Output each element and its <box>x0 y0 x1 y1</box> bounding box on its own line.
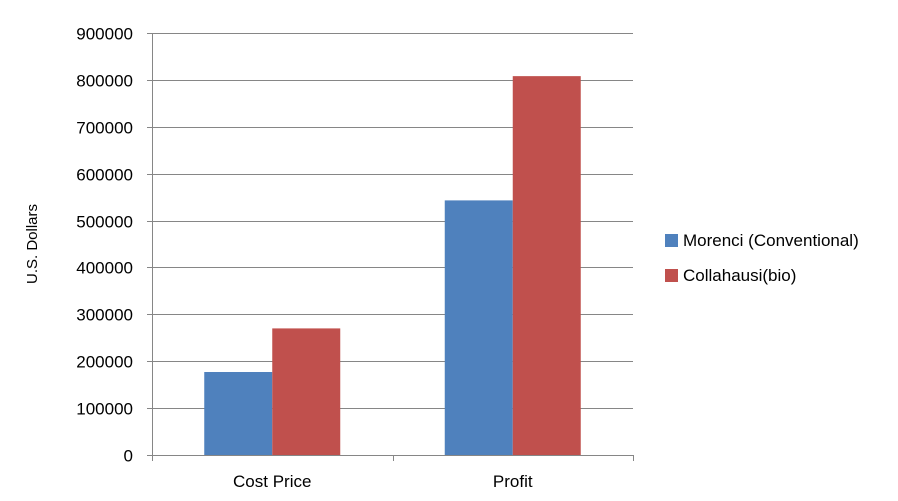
bar-cost-price-series-2 <box>272 328 341 455</box>
y-tick-label: 0 <box>124 447 133 466</box>
bar-cost-price-series-1 <box>204 372 273 455</box>
y-tick-label: 800000 <box>76 72 133 91</box>
y-tick-labels: 0 100000 200000 300000 400000 500000 600000 700… <box>76 25 133 466</box>
y-tick-label: 700000 <box>76 119 133 138</box>
x-tick-labels: Cost Price Profit <box>233 472 533 491</box>
y-axis-title: U.S. Dollars <box>24 204 41 284</box>
axes <box>152 33 633 456</box>
legend-label: Collahausi(bio) <box>683 266 796 285</box>
y-tick-label: 100000 <box>76 400 133 419</box>
legend-swatch <box>665 234 678 247</box>
bars <box>204 76 581 455</box>
x-tick-label: Cost Price <box>233 472 311 491</box>
bar-profit-series-2 <box>512 76 581 455</box>
legend: Morenci (Conventional) Collahausi(bio) <box>665 231 859 285</box>
legend-label: Morenci (Conventional) <box>683 231 859 250</box>
bar-profit-series-1 <box>444 200 513 455</box>
y-tick-label: 200000 <box>76 353 133 372</box>
y-tick-label: 600000 <box>76 166 133 185</box>
y-tick-label: 500000 <box>76 213 133 232</box>
legend-swatch <box>665 269 678 282</box>
y-tick-label: 300000 <box>76 306 133 325</box>
y-tick-label: 900000 <box>76 25 133 44</box>
y-tick-label: 400000 <box>76 259 133 278</box>
x-tick-label: Profit <box>493 472 533 491</box>
